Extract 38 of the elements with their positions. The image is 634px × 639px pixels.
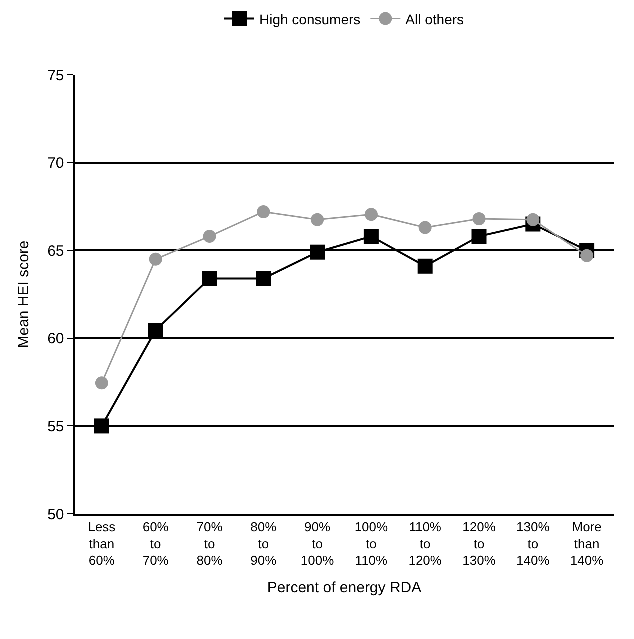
y-tick-label: 50 xyxy=(48,506,64,524)
point xyxy=(203,230,216,244)
point xyxy=(472,229,487,244)
point xyxy=(364,208,378,222)
x-axis-title: Percent of energy RDA xyxy=(267,580,422,597)
point xyxy=(526,213,540,226)
y-tick-label: 65 xyxy=(48,242,64,260)
point xyxy=(472,212,486,226)
legend-label: All others xyxy=(406,11,464,28)
point xyxy=(202,271,218,286)
y-tick-label: 55 xyxy=(48,418,64,436)
point xyxy=(149,252,162,266)
point xyxy=(310,244,326,260)
y-tick-label: 60 xyxy=(48,330,64,348)
y-axis-title: Mean HEI score xyxy=(15,240,32,348)
point xyxy=(364,229,379,244)
legend-label: High consumers xyxy=(260,11,361,28)
x-tick-label: 70% to 80% xyxy=(196,519,224,568)
point xyxy=(148,323,164,338)
x-tick-label: 60% to 70% xyxy=(142,519,170,568)
point xyxy=(418,221,432,234)
x-tick-label: 120% to 130% xyxy=(462,519,496,568)
point xyxy=(257,205,270,218)
x-tick-label: 100% to 110% xyxy=(354,519,389,568)
y-tick-label: 70 xyxy=(48,155,64,172)
x-tick-label: 110% to 120% xyxy=(408,519,442,568)
x-tick-label: Less than 60% xyxy=(88,519,116,568)
point xyxy=(311,213,324,226)
y-tick-label: 75 xyxy=(48,67,64,84)
point xyxy=(95,376,108,390)
point xyxy=(94,418,110,434)
x-tick-label: 90% to 100% xyxy=(300,519,335,568)
x-tick-label: More than 140% xyxy=(570,519,604,568)
x-tick-label: 130% to 140% xyxy=(516,519,550,568)
point xyxy=(256,271,272,286)
x-tick-label: 80% to 90% xyxy=(250,519,278,568)
point xyxy=(418,258,433,274)
point xyxy=(580,249,594,262)
